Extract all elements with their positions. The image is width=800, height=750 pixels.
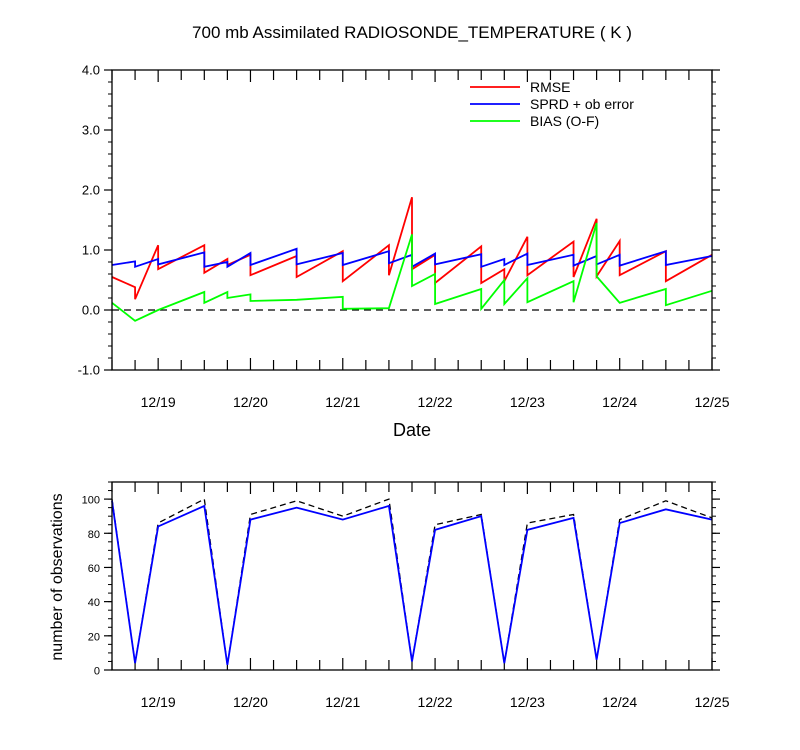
bottom-series-used-observations [111,500,713,666]
top-series-bias-o-f [111,222,713,322]
top-chart-axes: 4.0 3.0 2.0 1.0 0.0 -1.0 12/19 12/20 12/21 12/22 1… [78,63,730,411]
top-ytick-label: 4.0 [82,63,100,78]
top-xtick-label: 12/23 [510,394,545,410]
top-chart: 700 mb Assimilated RADIOSONDE_TEMPERATUR… [78,23,730,440]
bottom-chart: 100 80 60 40 20 0 12/19 12/20 12/21 12/22 12/23 12/… [49,481,730,710]
bottom-xtick-label: 12/22 [418,694,453,710]
bottom-chart-border [111,481,713,671]
bottom-chart-frame [111,481,713,671]
bottom-ytick-label: 40 [88,597,100,609]
top-xtick-label: 12/25 [694,394,729,410]
bottom-chart-series [111,498,713,666]
top-ytick-label: 2.0 [82,183,100,198]
bottom-xtick-label: 12/20 [233,694,268,710]
bottom-ytick-label: 100 [82,495,100,507]
top-ytick-label: -1.0 [78,363,100,378]
top-ytick-label: 1.0 [82,243,100,258]
bottom-xtick-label: 12/19 [141,694,176,710]
bottom-series-possible-observations [111,498,713,665]
top-chart-title: 700 mb Assimilated RADIOSONDE_TEMPERATUR… [192,23,632,42]
legend-label: SPRD + ob error [530,96,634,112]
top-xtick-label: 12/22 [418,394,453,410]
bottom-xtick-label: 12/21 [325,694,360,710]
top-xtick-label: 12/19 [141,394,176,410]
bottom-xtick-label: 12/24 [602,694,637,710]
top-chart-xlabel: Date [393,420,431,440]
top-xtick-label: 12/24 [602,394,637,410]
bottom-chart-ylabel: number of observations [49,493,66,660]
top-chart-border [111,69,713,371]
bottom-xtick-label: 12/25 [694,694,729,710]
bottom-ytick-label: 0 [94,666,100,678]
top-ytick-label: 3.0 [82,123,100,138]
legend-label: BIAS (O-F) [530,113,599,129]
top-chart-frame [111,69,713,371]
bottom-ytick-label: 60 [88,563,100,575]
top-ytick-label: 0.0 [82,303,100,318]
bottom-chart-axes: 100 80 60 40 20 0 12/19 12/20 12/21 12/22 12/23 12/… [82,481,730,710]
top-chart-series [111,196,713,322]
bottom-ytick-label: 20 [88,631,100,643]
bottom-ytick-label: 80 [88,529,100,541]
legend-label: RMSE [530,79,570,95]
top-xtick-label: 12/20 [233,394,268,410]
bottom-xtick-label: 12/23 [510,694,545,710]
top-xtick-label: 12/21 [325,394,360,410]
